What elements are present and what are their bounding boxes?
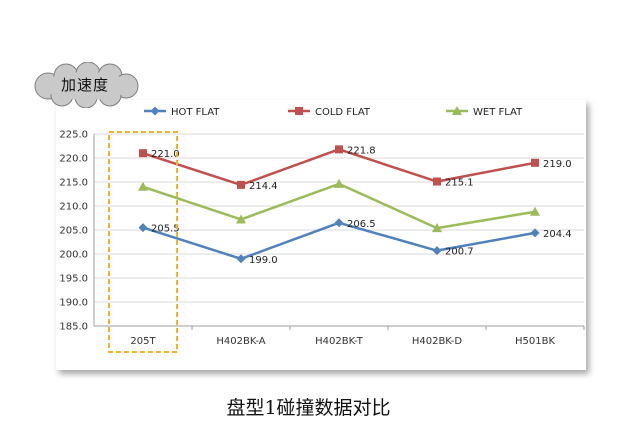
data-point — [432, 246, 442, 256]
data-point — [433, 177, 441, 186]
highlight-box — [108, 131, 178, 353]
data-point — [432, 223, 442, 233]
data-label: 204.4 — [543, 229, 572, 240]
legend-marker — [452, 106, 462, 115]
data-point — [138, 181, 148, 191]
data-point — [531, 158, 539, 167]
x-category-label: 205T — [130, 336, 156, 347]
x-category-label: H501BK — [515, 336, 555, 347]
data-point — [139, 149, 147, 158]
y-tick-label: 215.0 — [59, 178, 88, 189]
data-point — [237, 180, 245, 189]
data-label: 221.0 — [151, 149, 180, 160]
y-tick-label: 225.0 — [59, 130, 88, 141]
data-label: 199.0 — [249, 255, 278, 266]
line-chart: 185.0 190.0 195.0 200.0 205.0 210.0 215.0 220.0… — [59, 106, 585, 353]
data-label: 205.5 — [151, 224, 180, 235]
y-tick-label: 190.0 — [59, 298, 88, 309]
data-point — [236, 214, 246, 224]
legend-marker — [295, 107, 303, 115]
callout-label: 加速度 — [60, 76, 109, 94]
data-point — [530, 206, 540, 216]
data-label: 200.7 — [445, 247, 474, 258]
legend-label: HOT FLAT — [171, 107, 220, 118]
data-label: 214.4 — [249, 181, 278, 192]
legend-label: COLD FLAT — [315, 107, 371, 118]
data-label: 206.5 — [347, 219, 376, 230]
cloud-callout-shape — [34, 62, 139, 108]
chart-panel: 185.0 190.0 195.0 200.0 205.0 210.0 215.0 220.0… — [56, 100, 586, 370]
y-tick-label: 220.0 — [59, 154, 88, 165]
data-point — [138, 223, 148, 233]
y-tick-label: 210.0 — [59, 202, 88, 213]
data-point — [236, 254, 246, 264]
y-tick-label: 195.0 — [59, 274, 88, 285]
y-tick-label: 205.0 — [59, 226, 88, 237]
y-tick-label: 185.0 — [59, 322, 88, 333]
data-point — [335, 145, 343, 154]
x-category-label: H402BK-A — [216, 336, 265, 347]
figure-caption: 盘型1碰撞数据对比 — [226, 397, 391, 419]
x-category-label: H402BK-T — [315, 336, 364, 347]
legend-marker — [150, 106, 160, 116]
y-tick-label: 200.0 — [59, 250, 88, 261]
x-category-label: H402BK-D — [412, 336, 463, 347]
data-point — [530, 228, 540, 238]
data-point — [334, 178, 344, 188]
data-point — [334, 218, 344, 228]
legend-label: WET FLAT — [473, 107, 523, 118]
data-label: 215.1 — [445, 178, 474, 189]
data-label: 221.8 — [347, 145, 376, 156]
series-line — [142, 221, 536, 261]
data-label: 219.0 — [543, 159, 572, 170]
